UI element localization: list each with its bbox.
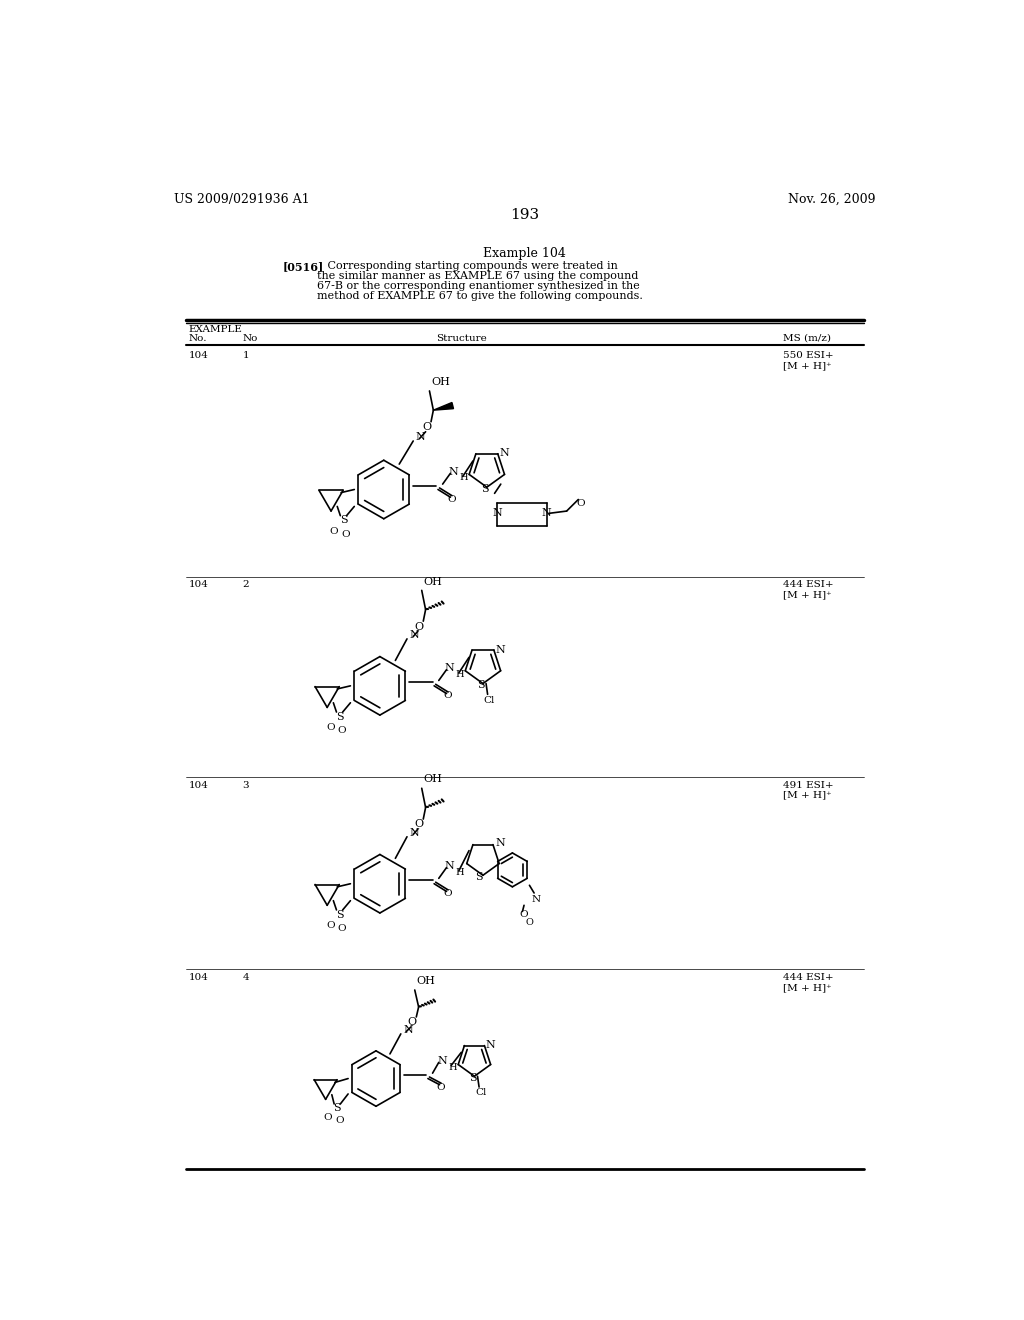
Text: EXAMPLE: EXAMPLE [188,326,243,334]
Text: 444 ESI+: 444 ESI+ [783,581,834,589]
Text: OH: OH [423,775,442,784]
Text: O: O [338,924,346,933]
Text: H: H [449,1063,457,1072]
Text: O: O [443,890,453,898]
Text: O: O [423,422,432,432]
Text: O: O [577,499,585,508]
Text: Cl: Cl [483,696,495,705]
Text: S: S [336,909,343,920]
Text: OH: OH [431,378,450,387]
Text: O: O [415,622,424,631]
Text: O: O [330,527,339,536]
Text: S: S [469,1073,477,1082]
Text: [M + H]⁺: [M + H]⁺ [783,791,831,800]
Text: Cl: Cl [475,1088,486,1097]
Text: N: N [410,828,419,838]
Text: O: O [341,529,350,539]
Text: [M + H]⁺: [M + H]⁺ [783,983,831,993]
Text: S: S [475,871,483,882]
Text: S: S [477,680,485,690]
Text: 104: 104 [188,973,208,982]
Text: N: N [444,663,455,673]
Text: 2: 2 [243,581,249,589]
Text: N: N [496,838,505,847]
Text: O: O [326,723,335,731]
Text: method of EXAMPLE 67 to give the following compounds.: method of EXAMPLE 67 to give the followi… [317,290,643,301]
Text: N: N [403,1026,413,1035]
Text: O: O [437,1084,445,1092]
Text: the similar manner as EXAMPLE 67 using the compound: the similar manner as EXAMPLE 67 using t… [317,271,639,281]
Text: N: N [444,861,455,871]
Text: N: N [499,449,509,458]
Text: O: O [408,1018,417,1027]
Text: Structure: Structure [436,334,486,343]
Text: N: N [449,467,459,477]
Text: 4: 4 [243,973,249,982]
Text: 104: 104 [188,351,208,360]
Text: [M + H]⁺: [M + H]⁺ [783,360,831,370]
Text: N: N [492,508,502,519]
Text: S: S [336,711,343,722]
Text: N: N [542,508,551,519]
Text: O: O [447,495,457,504]
Text: OH: OH [423,577,442,586]
Text: Corresponding starting compounds were treated in: Corresponding starting compounds were tr… [317,261,617,271]
Text: OH: OH [417,977,435,986]
Text: H: H [456,669,465,678]
Text: O: O [326,921,335,929]
Text: 3: 3 [243,780,249,789]
Text: [M + H]⁺: [M + H]⁺ [783,590,831,599]
Text: 104: 104 [188,780,208,789]
Text: 550 ESI+: 550 ESI+ [783,351,834,360]
Text: O: O [525,917,534,927]
Polygon shape [433,403,454,411]
Text: S: S [340,515,347,525]
Text: 1: 1 [243,351,249,360]
Text: O: O [520,909,528,919]
Text: 491 ESI+: 491 ESI+ [783,780,834,789]
Text: N: N [437,1056,446,1065]
Text: 104: 104 [188,581,208,589]
Text: H: H [460,474,468,482]
Text: N: N [416,432,425,442]
Text: [0516]: [0516] [283,261,325,272]
Text: N: N [496,644,505,655]
Text: O: O [338,726,346,735]
Text: N: N [531,895,541,904]
Text: 193: 193 [510,209,540,223]
Text: O: O [443,692,453,701]
Text: N: N [410,630,419,640]
Text: O: O [415,820,424,829]
Text: H: H [456,867,465,876]
Text: S: S [481,483,489,494]
Text: No.: No. [188,334,207,343]
Text: S: S [334,1102,341,1113]
Text: 67-B or the corresponding enantiomer synthesized in the: 67-B or the corresponding enantiomer syn… [317,281,640,290]
Text: 444 ESI+: 444 ESI+ [783,973,834,982]
Text: O: O [335,1117,344,1126]
Text: O: O [324,1113,332,1122]
Text: Nov. 26, 2009: Nov. 26, 2009 [787,193,876,206]
Text: US 2009/0291936 A1: US 2009/0291936 A1 [174,193,310,206]
Text: N: N [485,1040,495,1051]
Text: Example 104: Example 104 [483,247,566,260]
Text: No: No [243,334,258,343]
Text: MS (m/z): MS (m/z) [783,334,830,343]
